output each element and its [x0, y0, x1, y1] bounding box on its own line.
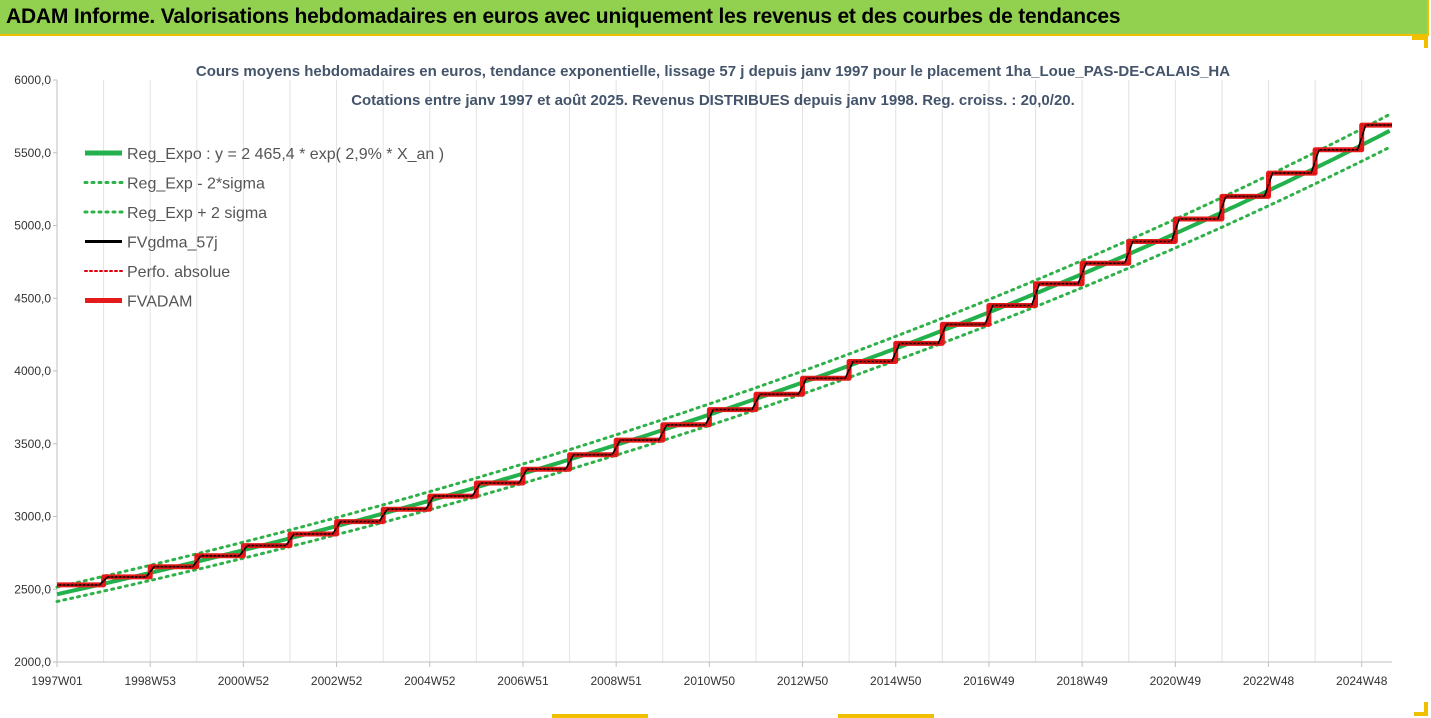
y-tick-label: 3000,0: [14, 510, 51, 524]
series-fvadam: [57, 122, 1392, 588]
frame-corner: [1412, 36, 1428, 40]
frame-corner: [1424, 36, 1428, 48]
series-layer: [55, 112, 1392, 603]
page-title: ADAM Informe. Valorisations hebdomadaire…: [6, 5, 1121, 28]
x-tick-label: 2024W48: [1336, 674, 1388, 688]
y-tick-label: 6000,0: [14, 73, 51, 87]
x-tick-label: 2012W50: [777, 674, 829, 688]
x-tick-label: 2010W50: [684, 674, 736, 688]
x-tick-label: 2008W51: [590, 674, 642, 688]
frame-marker: [838, 714, 934, 718]
frame-corner: [1414, 712, 1428, 716]
y-tick-label: 4500,0: [14, 291, 51, 305]
legend-entry: Perfo. absolue: [127, 264, 230, 281]
legend-entry: Reg_Expo : y = 2 465,4 * exp( 2,9% * X_a…: [127, 146, 444, 163]
series-perfo-absolue: [57, 124, 1392, 586]
y-tick-label: 2500,0: [14, 582, 51, 596]
x-tick-label: 2000W52: [218, 674, 270, 688]
frame-corner: [1424, 702, 1428, 716]
frame-marker: [552, 714, 648, 718]
x-tick-label: 2020W49: [1150, 674, 1202, 688]
x-tick-label: 2006W51: [497, 674, 549, 688]
x-tick-label: 2014W50: [870, 674, 922, 688]
legend: Reg_Expo : y = 2 465,4 * exp( 2,9% * X_a…: [83, 146, 444, 311]
y-tick-label: 5500,0: [14, 146, 51, 160]
chart-subtitle: Cotations entre janv 1997 et août 2025. …: [351, 92, 1075, 109]
y-tick-label: 5000,0: [14, 219, 51, 233]
legend-entry: FVADAM: [127, 294, 192, 311]
legend-entry: Reg_Exp - 2*sigma: [127, 176, 265, 193]
y-tick-label: 4000,0: [14, 364, 51, 378]
header-banner: ADAM Informe. Valorisations hebdomadaire…: [0, 0, 1429, 36]
x-tick-label: 2022W48: [1243, 674, 1295, 688]
x-tick-label: 2018W49: [1056, 674, 1108, 688]
series-fvgdma-57j: [57, 124, 1392, 586]
x-tick-label: 1998W53: [125, 674, 177, 688]
grid: [56, 80, 1363, 662]
legend-entry: FVgdma_57j: [127, 235, 218, 252]
series-reg-expo: [56, 129, 1391, 597]
axes: 2000,0 2500,0 3000,0 3500,0 4000,0 4500,0 5000…: [14, 73, 1392, 688]
chart-area: 2000,0 2500,0 3000,0 3500,0 4000,0 4500,0 5000…: [0, 36, 1431, 718]
series-reg-exp-plus-2sigma: [55, 112, 1392, 589]
line-chart: 2000,0 2500,0 3000,0 3500,0 4000,0 4500,0 5000…: [14, 63, 1392, 688]
y-tick-label: 2000,0: [14, 655, 51, 669]
chart-title: Cours moyens hebdomadaires en euros, ten…: [196, 63, 1230, 80]
x-tick-label: 2002W52: [311, 674, 363, 688]
x-tick-label: 1997W01: [31, 674, 83, 688]
x-tick-label: 2016W49: [963, 674, 1015, 688]
y-tick-label: 3500,0: [14, 437, 51, 451]
x-tick-label: 2004W52: [404, 674, 456, 688]
legend-entry: Reg_Exp + 2 sigma: [127, 205, 267, 222]
